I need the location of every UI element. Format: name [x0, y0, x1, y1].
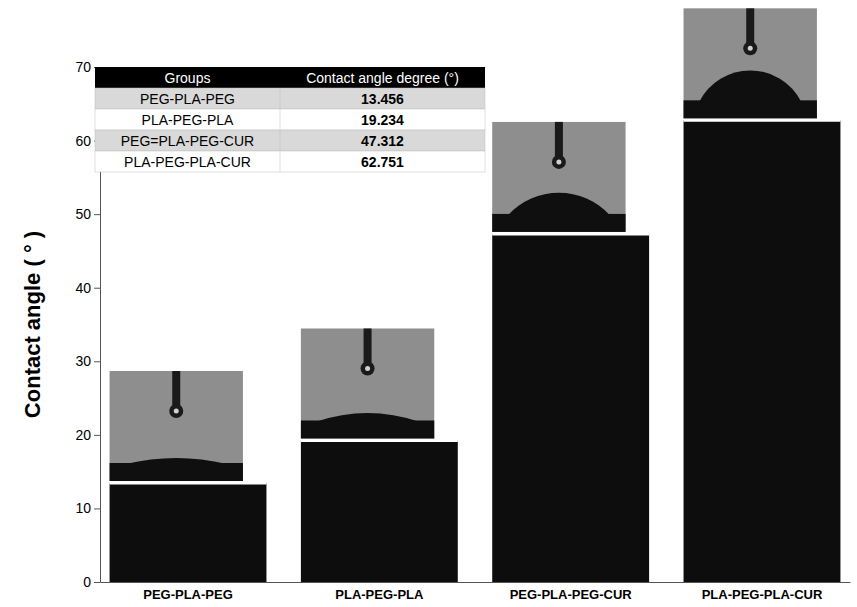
y-tick-mark — [94, 435, 100, 436]
needle-tip — [552, 155, 566, 169]
droplet-inset — [684, 8, 817, 118]
x-tick-label: PEG-PLA-PEG — [143, 587, 233, 602]
table-row-bg — [95, 151, 485, 172]
droplet — [508, 193, 609, 215]
needle-tip — [743, 41, 757, 55]
y-tick-label: 50 — [75, 206, 91, 222]
x-axis: PEG-PLA-PEG PLA-PEG-PLA PEG-PLA-PEG-CUR PLA… — [101, 582, 851, 602]
needle — [555, 122, 563, 160]
droplet-inset — [301, 328, 434, 438]
x-tick: PLA-PEG-PLA — [335, 582, 424, 602]
table: Groups Contact angle degree (°) PEG-PLA-PE… — [95, 67, 485, 172]
table-divider — [280, 151, 281, 172]
table-column-head: Contact angle degree (°) — [306, 70, 459, 86]
chart: 010203040506070PEG-PLA-PEGPLA-PEG-PLAPEG… — [0, 0, 857, 607]
inset-substrate — [684, 100, 817, 118]
table-row-bg — [95, 130, 485, 151]
y-tick-label: 10 — [75, 500, 91, 516]
y-tick: 10 — [75, 500, 100, 516]
y-tick-label: 40 — [75, 280, 91, 296]
table-cell: 62.751 — [361, 154, 404, 170]
inset-background — [110, 371, 243, 481]
y-tick-label: 70 — [75, 59, 91, 75]
bar — [301, 440, 458, 582]
x-axis-line — [101, 582, 851, 583]
y-tick-label: 20 — [75, 427, 91, 443]
x-tick: PEG-PLA-PEG — [143, 582, 233, 602]
y-tick: 0 — [83, 574, 100, 590]
table-cell: 19.234 — [361, 112, 404, 128]
table-divider — [280, 130, 281, 151]
x-tick-label: PLA-PEG-PLA — [335, 587, 424, 602]
table-column-head: Groups — [165, 70, 211, 86]
x-tick: PEG-PLA-PEG-CUR — [510, 582, 633, 602]
droplet-inset — [110, 371, 243, 481]
x-tick: PLA-PEG-PLA-CUR — [702, 582, 823, 602]
needle-tip — [169, 404, 183, 418]
droplet — [317, 413, 418, 422]
x-tick-label: PLA-PEG-PLA-CUR — [702, 587, 823, 602]
needle-highlight — [174, 409, 179, 414]
table-cell: PLA-PEG-PLA — [142, 112, 234, 128]
x-tick-label: PEG-PLA-PEG-CUR — [510, 587, 633, 602]
y-tick-mark — [94, 582, 100, 583]
inset-background — [301, 328, 434, 438]
bar — [492, 234, 649, 582]
needle-highlight — [556, 159, 561, 164]
inset-substrate — [492, 214, 625, 232]
table-divider — [280, 109, 281, 130]
y-tick-label: 60 — [75, 133, 91, 149]
bar-top-line — [301, 439, 458, 442]
bar-top-line — [110, 482, 267, 485]
y-tick: 20 — [75, 427, 100, 443]
table-cell: PEG-PLA-PEG — [140, 91, 235, 107]
inset-background — [492, 122, 625, 232]
y-tick: 30 — [75, 353, 100, 369]
y-tick-mark — [94, 361, 100, 362]
table-header-bg — [95, 67, 485, 88]
droplet-inset — [492, 122, 625, 232]
y-tick-mark — [94, 508, 100, 509]
table-row-bg — [95, 109, 485, 130]
table-cell: PLA-PEG-PLA-CUR — [124, 154, 251, 170]
y-tick-label: 30 — [75, 353, 91, 369]
needle — [364, 328, 372, 366]
bar-top-line — [684, 119, 841, 122]
bar — [684, 120, 841, 582]
needle-highlight — [748, 46, 753, 51]
needle-highlight — [365, 366, 370, 371]
y-tick: 50 — [75, 206, 100, 222]
bar — [110, 483, 267, 582]
y-tick-mark — [94, 288, 100, 289]
table-cell: PEG=PLA-PEG-CUR — [121, 133, 254, 149]
inset-background — [684, 8, 817, 118]
bar-top-line — [492, 232, 649, 235]
needle — [172, 371, 180, 409]
needle-tip — [361, 361, 375, 375]
needle — [746, 8, 754, 46]
y-tick: 40 — [75, 280, 100, 296]
droplet — [700, 70, 801, 101]
table-cell: 47.312 — [361, 133, 404, 149]
bars — [110, 120, 841, 582]
table-cell: 13.456 — [361, 91, 404, 107]
table-divider — [280, 88, 281, 109]
inset-substrate — [301, 420, 434, 438]
table-row-bg — [95, 88, 485, 109]
y-axis-title: Contact angle ( ° ) — [20, 231, 45, 418]
droplet — [126, 458, 227, 464]
y-tick-mark — [94, 214, 100, 215]
inset-substrate — [110, 463, 243, 481]
y-tick-label: 0 — [83, 574, 91, 590]
